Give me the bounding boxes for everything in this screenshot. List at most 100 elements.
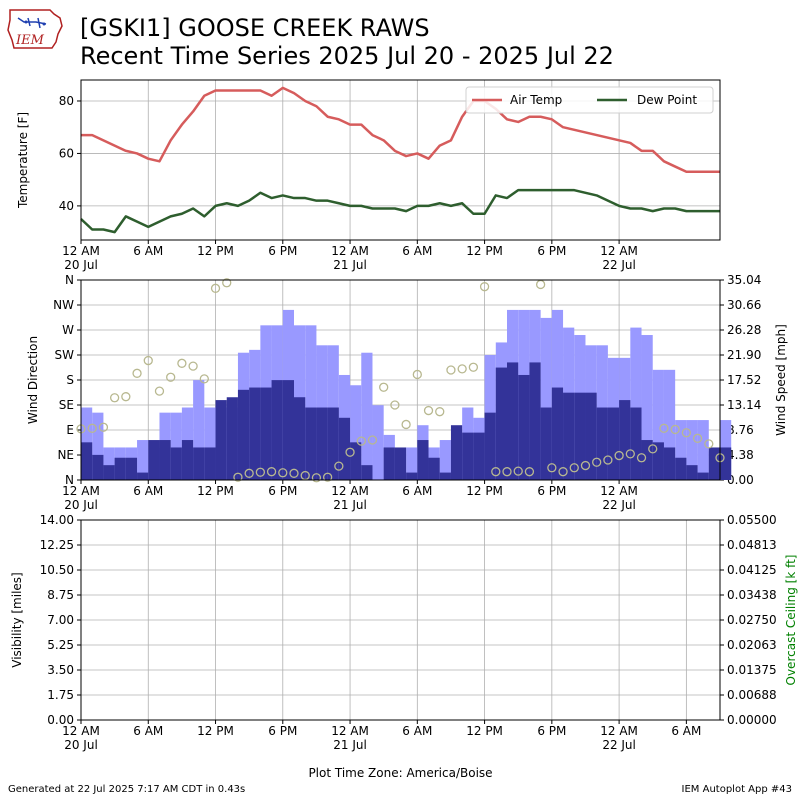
wind-speed-bar — [652, 442, 664, 480]
wind-direction-point — [188, 361, 198, 371]
temp-x-tick-label: 12 AM — [62, 244, 100, 258]
wind-direction-point — [210, 283, 221, 293]
wind-speed-bar — [663, 447, 676, 480]
wind-x-tick-date: 22 Jul — [602, 498, 636, 512]
wind-dir-tick-label: N — [65, 473, 74, 487]
wind-speed-bar — [226, 397, 238, 480]
wind-direction-point — [524, 467, 535, 477]
wind-direction-point — [311, 473, 322, 483]
wind-x-tick-date: 21 Jul — [333, 498, 367, 512]
wind-direction-point — [322, 472, 333, 482]
wind-gust-bar — [305, 325, 317, 480]
wind-speed-tick-label: 30.66 — [727, 298, 761, 312]
wind-gust-bar — [103, 447, 115, 480]
vis-x-tick-date: 22 Jul — [602, 738, 636, 752]
wind-dir-tick-label: NE — [57, 448, 74, 462]
wind-speed-bar — [260, 387, 272, 480]
wind-gust-bar — [92, 412, 104, 480]
wind-direction-point — [446, 365, 456, 375]
wind-direction-point — [614, 450, 624, 461]
wind-direction-point — [569, 463, 579, 473]
wind-speed-bar — [327, 407, 339, 480]
wind-speed-tick-label: 0.00 — [727, 473, 754, 487]
x-axis-title: Plot Time Zone: America/Boise — [308, 766, 492, 780]
vis-y-tick-label: 3.50 — [47, 663, 74, 677]
wind-direction-point — [278, 468, 288, 478]
wind-speed-bar — [114, 457, 126, 480]
wind-speed-bar — [338, 417, 351, 480]
vis-x-tick-label: 6 PM — [537, 724, 566, 738]
ceiling-axis-label: Overcast Ceiling [k ft] — [784, 555, 798, 686]
wind-speed-bar — [596, 407, 608, 480]
wind-direction-point — [603, 455, 613, 465]
wind-dir-tick-label: W — [62, 323, 74, 337]
wind-direction-point — [98, 422, 109, 432]
wind-speed-bar — [137, 472, 149, 480]
wind-direction-point — [334, 461, 344, 471]
wind-direction-point — [255, 467, 266, 477]
wind-speed-tick-label: 8.76 — [727, 423, 754, 437]
vis-y-tick-label: 7.00 — [47, 613, 74, 627]
wind-speed-bar — [361, 465, 373, 480]
wind-direction-point — [121, 392, 131, 402]
wind-direction-point — [692, 433, 703, 443]
wind-speed-bar — [181, 440, 194, 480]
temp-x-tick-label: 12 PM — [466, 244, 503, 258]
ceiling-tick-label: 0.04125 — [727, 563, 777, 577]
wind-speed-bar — [641, 440, 653, 480]
wind-speed-bar — [249, 387, 261, 480]
temp-x-tick-label: 6 AM — [402, 244, 432, 258]
wind-speed-bar — [237, 389, 250, 480]
wind-speed-bar — [383, 447, 395, 480]
wind-direction-point — [659, 423, 669, 433]
wind-direction-point — [580, 460, 591, 471]
temp-x-tick-label: 12 AM — [600, 244, 638, 258]
wind-gust-bar — [361, 352, 373, 480]
wind-direction-point — [266, 467, 277, 477]
wind-gust-bar — [663, 369, 676, 480]
wind-speed-bar — [125, 457, 138, 480]
wind-direction-point — [345, 447, 355, 457]
wind-gust-bar — [686, 420, 698, 480]
vis-x-tick-date: 20 Jul — [64, 738, 98, 752]
temp-x-tick-label: 12 AM — [331, 244, 369, 258]
vis-y-tick-label: 1.75 — [47, 688, 74, 702]
wind-speed-bar — [170, 447, 182, 480]
wind-speed-bar — [697, 472, 709, 480]
vis-x-tick-label: 12 PM — [197, 724, 234, 738]
wind-speed-bar — [607, 407, 620, 480]
wind-speed-tick-label: 4.38 — [727, 448, 754, 462]
wind-dir-tick-label: S — [66, 373, 74, 387]
wind-direction-point — [390, 400, 400, 410]
wind-gust-bar — [439, 440, 451, 480]
wind-direction-point — [625, 449, 635, 459]
wind-speed-bar — [507, 362, 519, 480]
app-label: IEM Autoplot App #43 — [681, 784, 792, 795]
vis-x-tick-label: 6 AM — [133, 724, 163, 738]
wind-x-tick-label: 12 AM — [62, 484, 100, 498]
vis-x-tick-label: 6 AM — [671, 724, 701, 738]
wind-direction-point — [513, 466, 523, 476]
wind-direction-point — [109, 393, 120, 403]
wind-direction-point — [681, 428, 692, 438]
wind-dir-tick-label: NW — [53, 298, 74, 312]
wind-direction-point — [154, 386, 165, 396]
wind-speed-bar — [103, 465, 115, 480]
vis-y-tick-label: 12.25 — [40, 538, 74, 552]
wind-speed-axis-label: Wind Speed [mph] — [774, 324, 788, 436]
wind-speed-bar — [294, 397, 306, 480]
wind-direction-point — [367, 435, 378, 445]
wind-speed-bar — [484, 412, 496, 480]
wind-speed-bar — [193, 447, 205, 480]
wind-speed-bar — [708, 447, 720, 480]
legend-box — [465, 86, 714, 114]
wind-speed-bar — [282, 380, 294, 480]
wind-axes-frame — [80, 279, 721, 481]
wind-x-tick-label: 12 AM — [331, 484, 369, 498]
ceiling-tick-label: 0.00000 — [727, 713, 777, 727]
wind-speed-bar — [540, 407, 552, 480]
wind-speed-bar — [518, 374, 530, 480]
vis-y-tick-label: 0.00 — [47, 713, 74, 727]
wind-gust-bar — [350, 385, 362, 480]
